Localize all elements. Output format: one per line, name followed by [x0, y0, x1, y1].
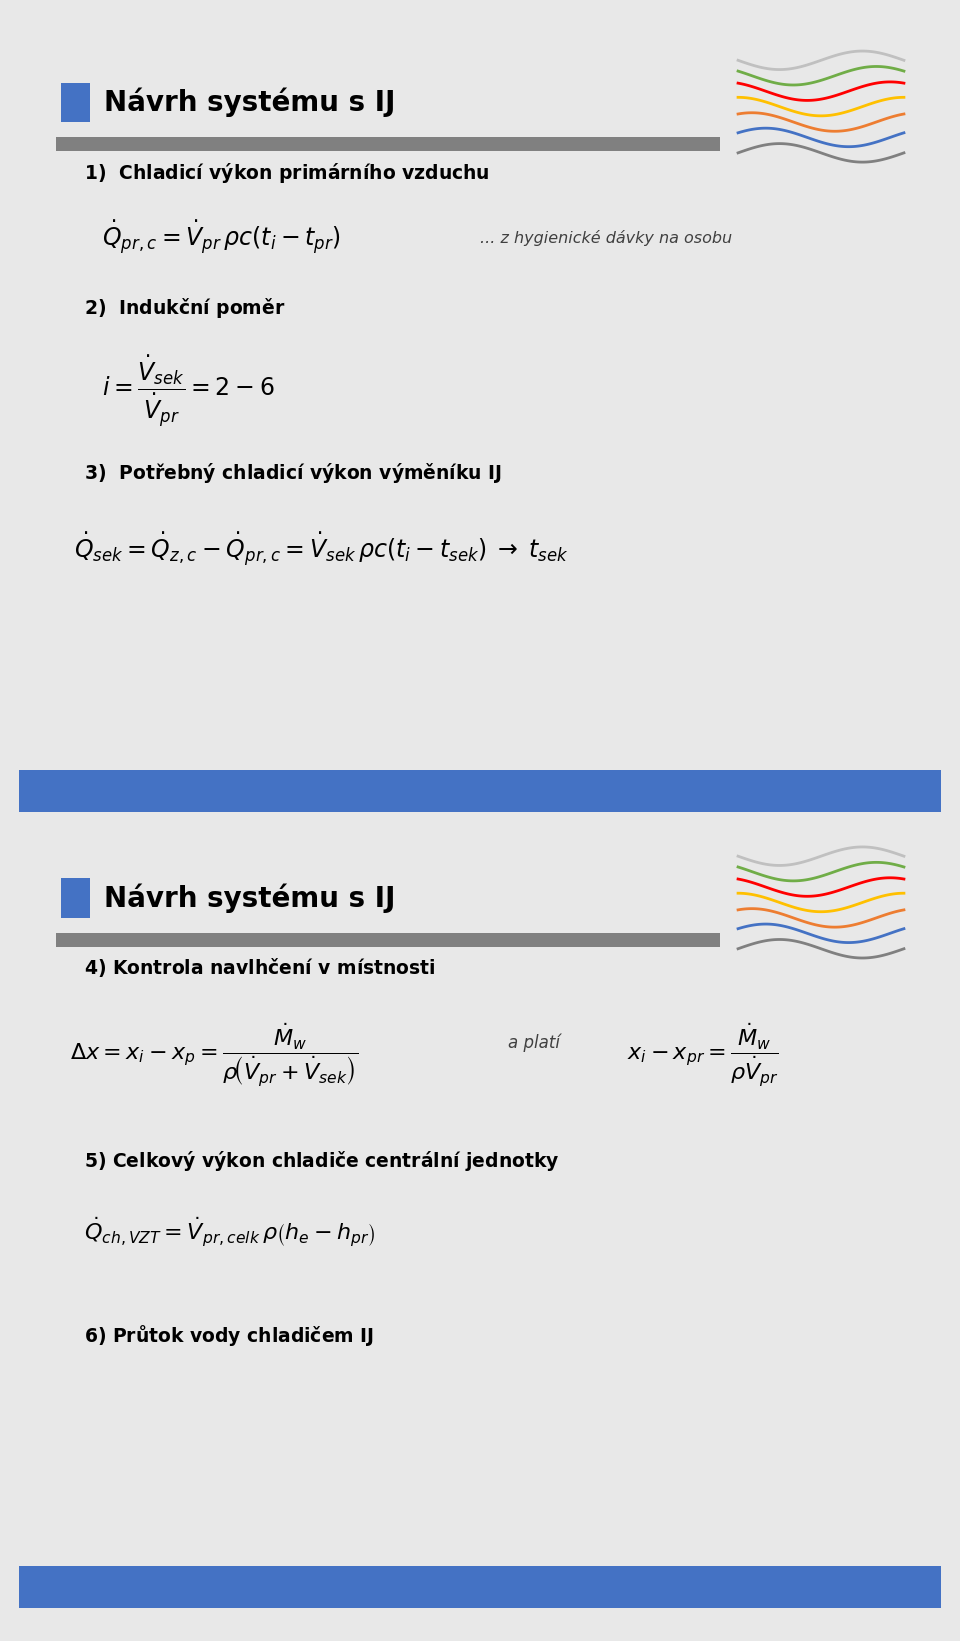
Text: 12: 12 [881, 1579, 904, 1597]
Text: a platí: a platí [508, 1034, 560, 1052]
Text: $\mathbf{5)}$ Celkový výkon chladiče centrální jednotky: $\mathbf{5)}$ Celkový výkon chladiče cen… [84, 1149, 560, 1173]
Text: $\dot{Q}_{pr,c} = \dot{V}_{pr}\,\rho c\left(t_i - t_{pr}\right)$: $\dot{Q}_{pr,c} = \dot{V}_{pr}\,\rho c\l… [102, 218, 341, 258]
Text: $\mathbf{4)}$ Kontrola navlhčení v místnosti: $\mathbf{4)}$ Kontrola navlhčení v místn… [84, 957, 436, 980]
Bar [56, 138, 720, 151]
Text: $\dot{Q}_{sek} = \dot{Q}_{z,c} - \dot{Q}_{pr,c} = \dot{V}_{sek}\,\rho c\left(t_i: $\dot{Q}_{sek} = \dot{Q}_{z,c} - \dot{Q}… [75, 530, 569, 569]
Text: $i = \dfrac{\dot{V}_{sek}}{\dot{V}_{pr}} = 2 - 6$: $i = \dfrac{\dot{V}_{sek}}{\dot{V}_{pr}}… [102, 353, 275, 430]
Text: $x_i - x_{pr} = \dfrac{\dot{M}_w}{\rho\dot{V}_{pr}}$: $x_i - x_{pr} = \dfrac{\dot{M}_w}{\rho\d… [628, 1022, 780, 1090]
Text: $\dot{Q}_{ch,VZT} = \dot{V}_{pr,celk}\,\rho\left(h_e - h_{pr}\right)$: $\dot{Q}_{ch,VZT} = \dot{V}_{pr,celk}\,\… [84, 1214, 374, 1249]
Bar [56, 934, 720, 947]
Bar [60, 878, 90, 917]
Text: $\mathbf{6)}$ Průtok vody chladičem IJ: $\mathbf{6)}$ Průtok vody chladičem IJ [84, 1323, 373, 1347]
Bar [60, 82, 90, 121]
Text: 11: 11 [881, 783, 904, 801]
Text: $\mathbf{1)}$  Chladicí výkon primárního vzduchu: $\mathbf{1)}$ Chladicí výkon primárního … [84, 161, 490, 184]
Text: ... z hygienické dávky na osobu: ... z hygienické dávky na osobu [480, 230, 732, 246]
Bar [19, 1566, 941, 1608]
Bar [19, 770, 941, 812]
Text: Návrh systému s IJ: Návrh systému s IJ [104, 883, 396, 912]
Text: $\mathbf{2)}$  Indukční poměr: $\mathbf{2)}$ Indukční poměr [84, 295, 285, 320]
Text: $\mathbf{3)}$  Potřebný chladicí výkon výměníku IJ: $\mathbf{3)}$ Potřebný chladicí výkon vý… [84, 461, 502, 486]
Text: Návrh systému s IJ: Návrh systému s IJ [104, 87, 396, 117]
Text: $\Delta x = x_i - x_p = \dfrac{\dot{M}_w}{\rho\!\left(\dot{V}_{pr} + \dot{V}_{se: $\Delta x = x_i - x_p = \dfrac{\dot{M}_w… [70, 1022, 359, 1090]
